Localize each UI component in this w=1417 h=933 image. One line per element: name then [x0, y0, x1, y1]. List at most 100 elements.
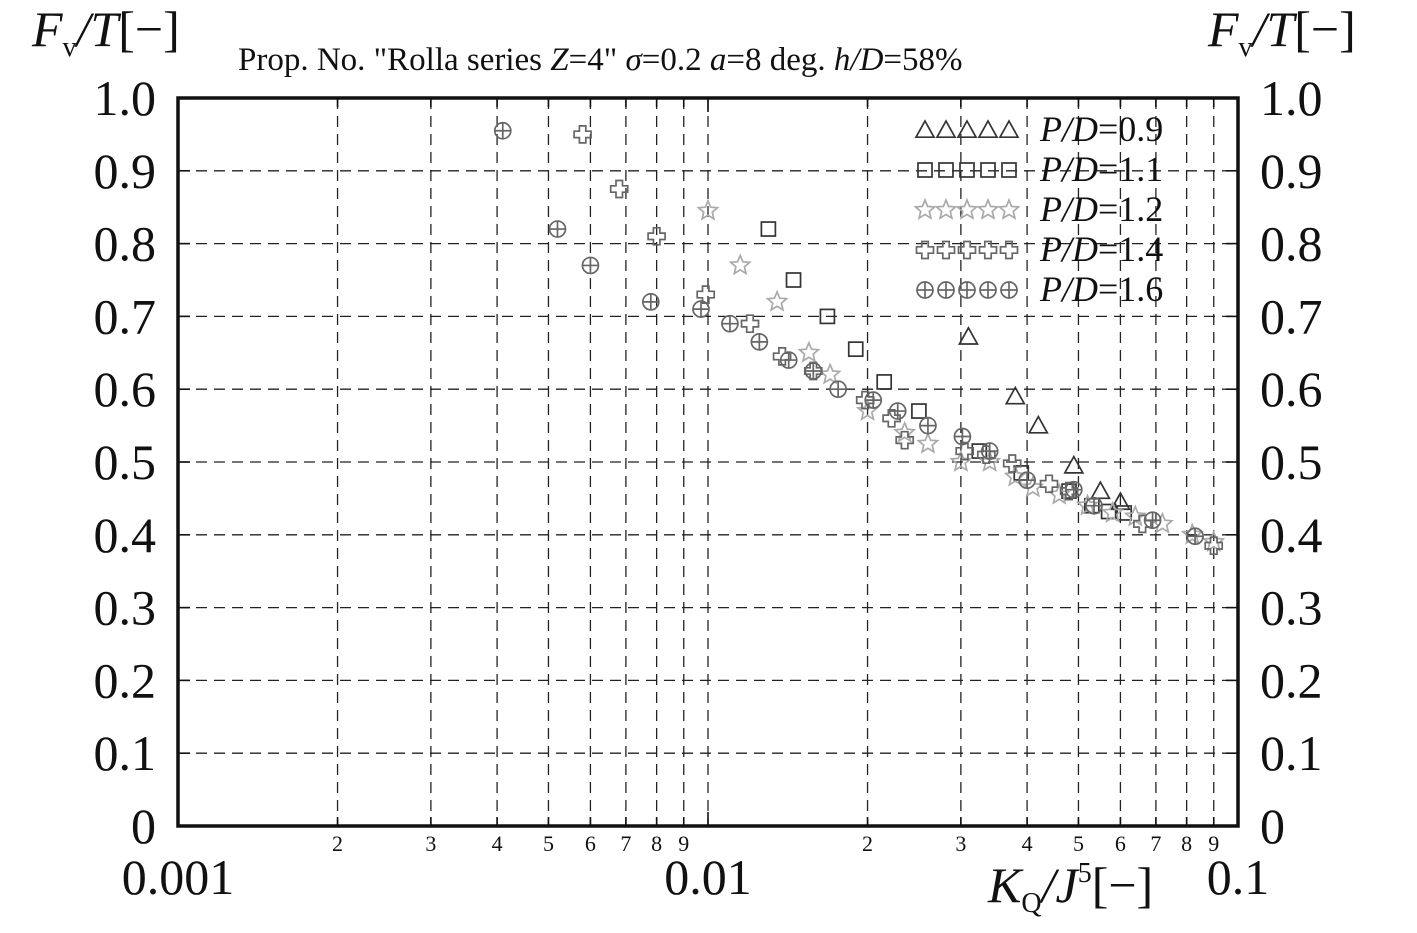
data-point	[888, 402, 907, 420]
data-point	[819, 308, 836, 325]
x-minor-tick-label: 9	[1208, 831, 1219, 856]
data-point	[785, 272, 802, 288]
data-point	[1002, 454, 1022, 473]
data-point	[1180, 522, 1204, 545]
legend-marker	[979, 281, 997, 299]
data-point	[1202, 529, 1226, 553]
legend-marker	[977, 119, 999, 139]
legend-markers	[913, 119, 1021, 299]
legend-marker	[959, 162, 975, 178]
series-P/D=0.9	[957, 326, 1131, 511]
data-point	[803, 361, 823, 381]
x-minor-tick-label: 8	[1181, 831, 1192, 856]
data-point	[721, 314, 739, 333]
legend-marker	[917, 162, 933, 178]
y-tick-label-left: 0.9	[94, 143, 157, 199]
legend-marker	[1000, 281, 1018, 299]
legend-marker	[914, 119, 936, 139]
legend-label-pd11: P/D=1.1	[1039, 149, 1163, 189]
data-point	[750, 333, 769, 351]
data-point	[1004, 385, 1026, 405]
data-point	[1064, 480, 1083, 499]
y-tick-label-right: 0.5	[1260, 434, 1323, 490]
y-tick-label-left: 0.2	[94, 652, 157, 708]
y-axis-label-right: Fv/T[−]	[1207, 1, 1356, 63]
data-point	[1063, 454, 1085, 474]
y-tick-label-right: 0.7	[1260, 288, 1323, 344]
legend-marker	[955, 197, 979, 220]
series-P/D=1.6	[493, 121, 1204, 546]
legend-marker	[936, 240, 956, 260]
x-minor-tick-label: 8	[651, 831, 662, 856]
y-tick-label-left: 0	[131, 798, 156, 854]
y-tick-label-right: 0.4	[1260, 507, 1323, 563]
data-point	[548, 220, 567, 238]
data-point	[953, 427, 972, 446]
x-minor-tick-label: 6	[585, 831, 596, 856]
y-tick-label-left: 0.4	[94, 507, 157, 563]
legend-marker	[999, 240, 1019, 260]
y-tick-label-right: 0.9	[1260, 143, 1323, 199]
legend: P/D=0.9 P/D=1.1 P/D=1.2 P/D=1.4 P/D=1.6	[913, 109, 1163, 309]
grid	[178, 98, 1238, 826]
data-point	[1100, 503, 1117, 520]
data-point	[1039, 474, 1059, 494]
data-point	[641, 292, 660, 311]
legend-marker	[935, 119, 957, 139]
y-tick-label-left: 1.0	[94, 70, 157, 126]
legend-marker	[957, 240, 977, 260]
legend-marker	[997, 197, 1021, 220]
x-minor-tick-label: 2	[332, 831, 343, 856]
data-point	[957, 326, 979, 345]
legend-label-pd14: P/D=1.4	[1039, 229, 1163, 269]
y-tick-label-right: 0.3	[1260, 580, 1323, 636]
legend-marker	[913, 197, 937, 220]
data-point	[1101, 500, 1125, 523]
data-point	[1186, 527, 1204, 546]
data-points	[493, 121, 1226, 556]
data-point	[779, 351, 798, 369]
x-minor-tick-label: 4	[492, 831, 503, 856]
data-point	[647, 226, 666, 246]
x-minor-tick-label: 3	[425, 831, 436, 856]
data-point	[916, 431, 940, 454]
x-major-tick-label: 0.01	[664, 849, 752, 905]
data-point	[493, 121, 512, 140]
data-point	[1089, 480, 1111, 500]
data-point	[765, 289, 789, 312]
data-point	[573, 125, 592, 144]
data-point	[1143, 511, 1162, 530]
y-tick-label-left: 0.3	[94, 580, 157, 636]
legend-marker	[1001, 162, 1017, 178]
data-point	[1204, 536, 1224, 556]
data-point	[728, 253, 752, 276]
y-tick-label-right: 0	[1260, 798, 1285, 854]
data-point	[1085, 496, 1103, 515]
data-point	[829, 380, 847, 399]
y-tick-label-left: 0.1	[94, 725, 157, 781]
x-minor-tick-label: 7	[620, 831, 631, 856]
data-point	[980, 442, 999, 460]
data-point	[696, 198, 720, 221]
data-point	[1133, 514, 1152, 534]
x-minor-tick-label: 7	[1150, 831, 1161, 856]
data-point	[1018, 471, 1036, 490]
legend-marker	[915, 240, 935, 260]
legend-marker	[938, 162, 954, 178]
legend-marker	[978, 240, 998, 260]
data-point	[609, 179, 629, 199]
legend-label-pd16: P/D=1.6	[1039, 269, 1163, 309]
y-axis-label-left: Fv/T[−]	[31, 1, 180, 63]
data-point	[895, 430, 915, 450]
data-point	[882, 408, 901, 428]
x-minor-tick-label: 9	[678, 831, 689, 856]
data-point	[696, 285, 716, 304]
data-point	[797, 340, 821, 363]
data-point	[864, 391, 883, 409]
y-tick-label-left: 0.7	[94, 288, 157, 344]
x-minor-tick-label: 6	[1115, 831, 1126, 856]
legend-marker	[976, 197, 1000, 220]
data-point	[955, 441, 975, 461]
y-tick-label-right: 0.1	[1260, 725, 1323, 781]
